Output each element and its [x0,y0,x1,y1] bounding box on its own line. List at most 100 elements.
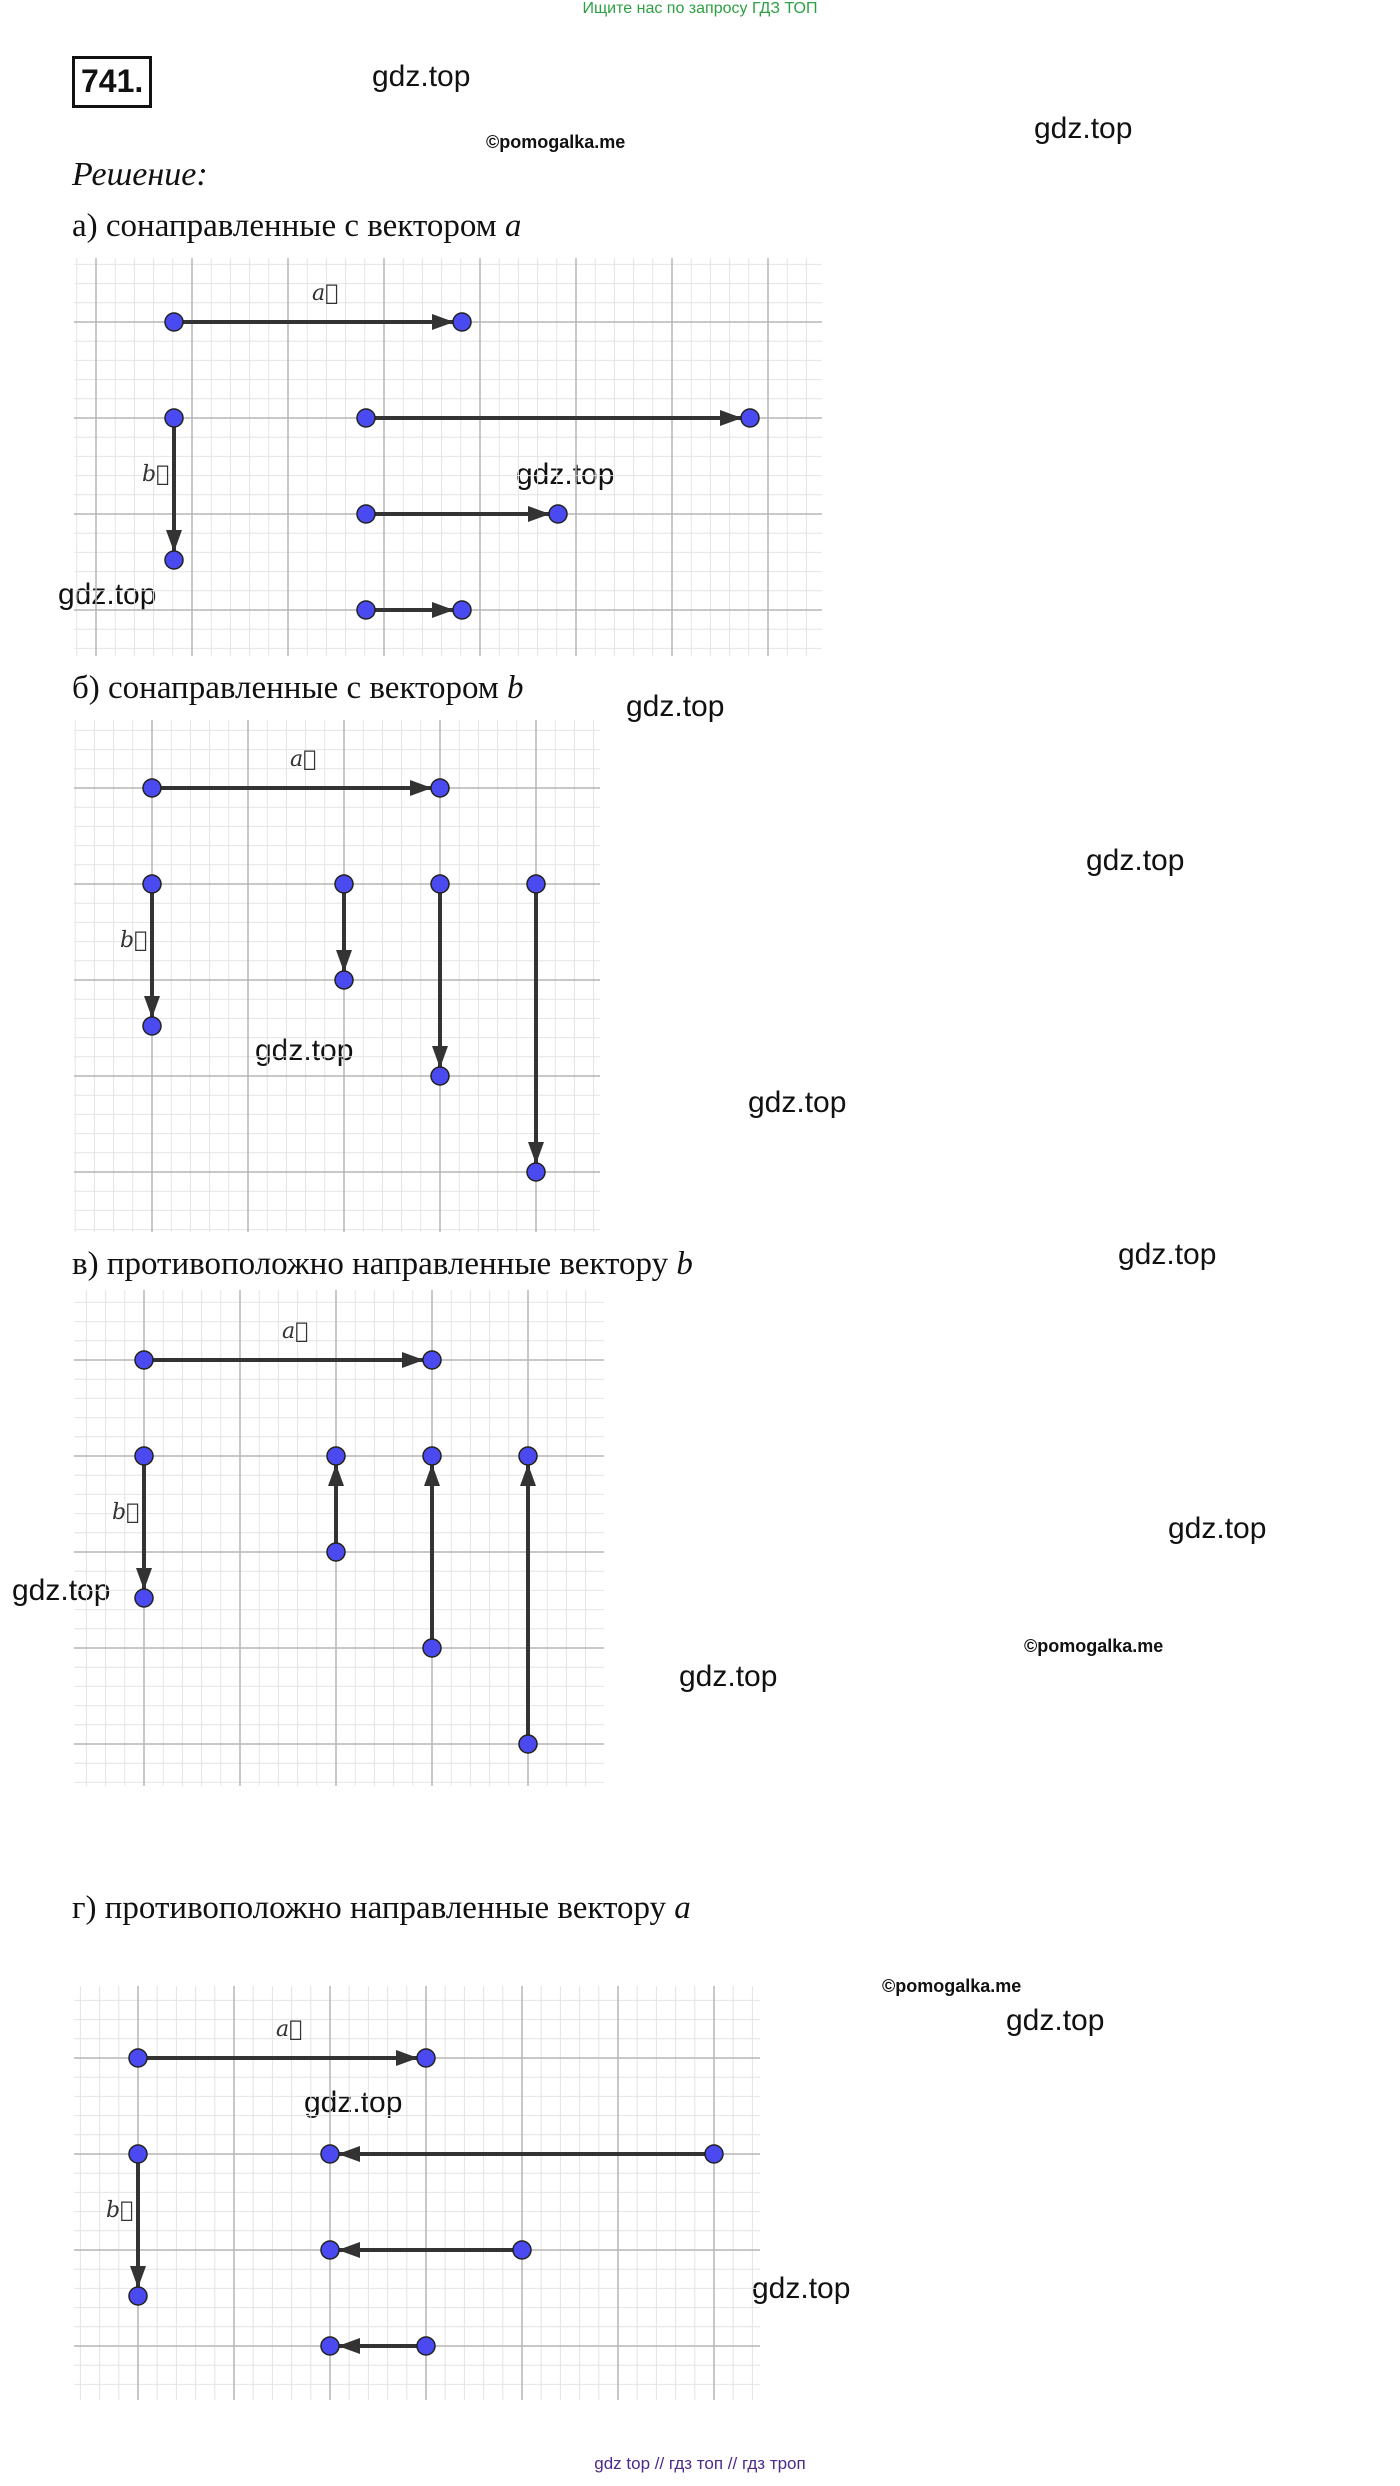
vector-answer [320,2240,532,2260]
watermark: gdz.top [516,458,615,491]
grid-svg: a⃗ b⃗ [74,720,600,1232]
vector-end-point [548,504,568,524]
vector-a-symbol: a⃗ [674,1890,717,1926]
footer-links: gdz top // гдз топ // гдз троп [594,2454,806,2473]
vector-end-point [320,2336,340,2356]
watermark: gdz.top [752,2272,851,2305]
vector-a-label: a⃗ [276,2017,302,2042]
vector-start-point [356,504,376,524]
caption-text: б) сонаправленные с вектором [72,670,499,706]
watermark: gdz.top [255,1034,354,1067]
solution-heading: Решение: [72,156,208,193]
vector-a-symbol: a⃗ [504,208,548,244]
vector-b-label: b⃗ [112,1500,139,1525]
copyright-watermark: ©pomogalka.me [486,132,626,152]
grid-svg: a⃗ b⃗ [74,1290,604,1786]
vector-start-point [134,1446,154,1466]
vector-answer [320,2336,436,2356]
vector-end-point [430,1066,450,1086]
vector-grid-a: a⃗ b⃗ [74,258,822,656]
caption-text: в) противоположно направленные вектору [72,1246,669,1282]
vector-end-point [334,970,354,990]
vector-b-symbol: b⃗ [507,670,550,706]
vector-end-point [320,2144,340,2164]
vector-a: a⃗ [128,2017,436,2068]
vector-a-label: a⃗ [282,1319,308,1344]
vector-end-point [740,408,760,428]
vector-start-point [134,1350,154,1370]
vector-answer [430,874,450,1086]
vector-start-point [512,2240,532,2260]
vector-grid-b: a⃗ b⃗ [74,720,600,1232]
vector-a-label: a⃗ [290,747,316,772]
vector-start-point [164,408,184,428]
watermark: gdz.top [1034,112,1133,145]
vector-start-point [416,2336,436,2356]
vector-start-point [164,312,184,332]
vector-b: b⃗ [120,874,162,1036]
vector-b-label: b⃗ [120,928,147,953]
vector-b: b⃗ [142,408,184,570]
vector-grid-d: a⃗ b⃗ [74,1986,760,2400]
vector-answer [422,1446,442,1658]
grid-minor-lines [74,1290,604,1786]
vector-end-point [134,1588,154,1608]
watermark: gdz.top [58,578,157,611]
vector-start-point [142,874,162,894]
vector-end-point [422,1350,442,1370]
vector-answer [356,600,472,620]
search-hint: Ищите нас по запросу ГДЗ ТОП [582,0,818,17]
vector-b-symbol: b⃗ [676,1246,719,1282]
vector-start-point [326,1542,346,1562]
vector-answer [356,408,760,428]
watermark: gdz.top [1006,2004,1105,2037]
vector-start-point [142,778,162,798]
watermark: gdz.top [679,1660,778,1693]
caption-text: а) сонаправленные с вектором [72,208,497,244]
vector-end-point [526,1162,546,1182]
vector-answer [356,504,568,524]
vector-end-point [422,1446,442,1466]
vector-grid-c: a⃗ b⃗ [74,1290,604,1786]
vector-b: b⃗ [106,2144,148,2306]
grid-minor-lines [74,1986,760,2400]
vector-start-point [704,2144,724,2164]
grid-minor-lines [74,258,822,656]
watermark: gdz.top [372,60,471,93]
vector-end-point [452,312,472,332]
grid-svg: a⃗ b⃗ [74,258,822,656]
watermark: gdz.top [748,1086,847,1119]
watermark: gdz.top [626,690,725,723]
vector-start-point [128,2048,148,2068]
grid-major-lines [74,1290,604,1786]
vector-end-point [320,2240,340,2260]
vector-start-point [430,874,450,894]
vector-start-point [334,874,354,894]
vector-b-label: b⃗ [142,462,169,487]
vector-answer [518,1446,538,1754]
vector-answer [326,1446,346,1562]
copyright-watermark: ©pomogalka.me [882,1976,1022,1996]
vector-start-point [356,600,376,620]
caption-b: б) сонаправленные с вектором b⃗ [72,670,549,707]
grid-major-lines [74,258,822,656]
vector-start-point [356,408,376,428]
caption-a: а) сонаправленные с вектором a⃗ [72,208,547,245]
copyright-watermark: ©pomogalka.me [1024,1636,1164,1656]
caption-d: г) противоположно направленные вектору a… [72,1890,716,1927]
vector-a-label: a⃗ [312,281,338,306]
vector-answer [320,2144,724,2164]
watermark: gdz.top [1086,844,1185,877]
vector-end-point [164,550,184,570]
vector-start-point [128,2144,148,2164]
vector-b: b⃗ [112,1446,154,1608]
watermark: gdz.top [1168,1512,1267,1545]
vector-start-point [518,1734,538,1754]
vector-answer [526,874,546,1182]
vector-answer [334,874,354,990]
vector-end-point [416,2048,436,2068]
watermark: gdz.top [1118,1238,1217,1271]
vector-end-point [518,1446,538,1466]
caption-c: в) противоположно направленные вектору b… [72,1246,719,1283]
vector-end-point [326,1446,346,1466]
